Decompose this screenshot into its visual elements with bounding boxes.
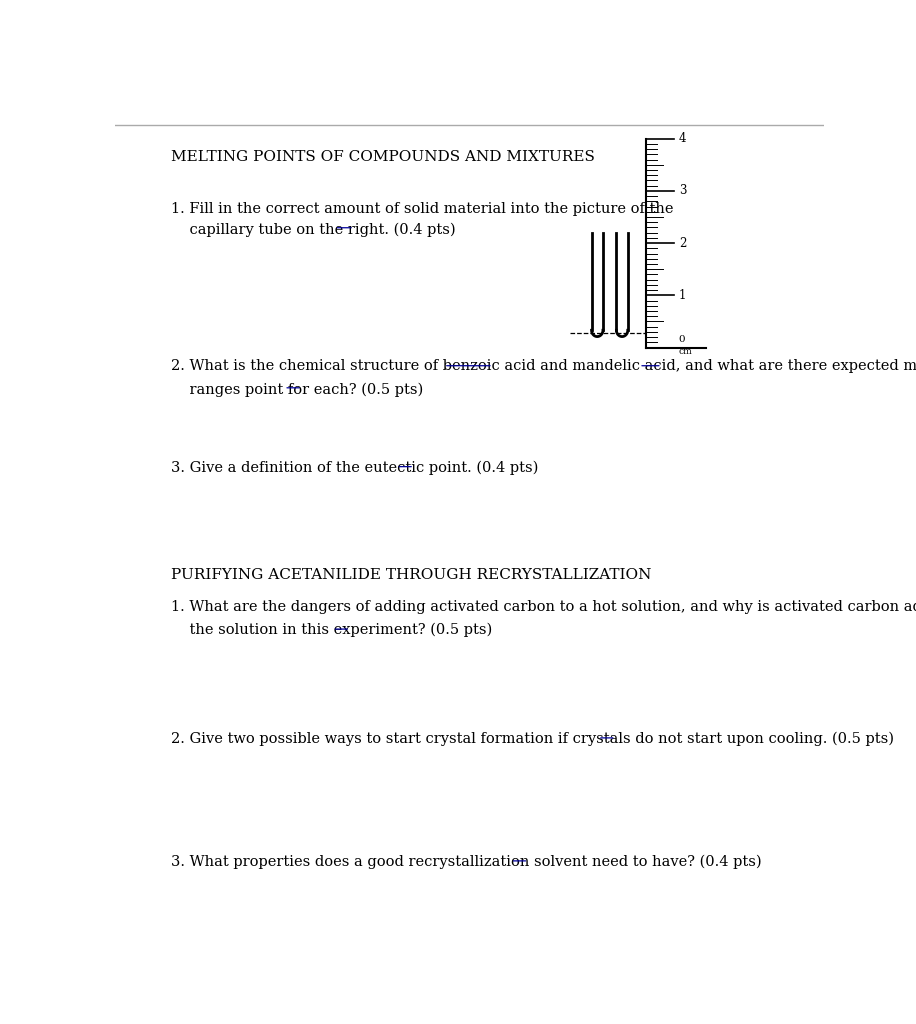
Text: 3. What properties does a good recrystallization solvent need to have? (0.4 pts): 3. What properties does a good recrystal… [171, 855, 762, 869]
Text: 3: 3 [679, 184, 686, 198]
Text: 1. What are the dangers of adding activated carbon to a hot solution, and why is: 1. What are the dangers of adding activa… [171, 600, 916, 614]
Text: 2. What is the chemical structure of benzoic acid and mandelic acid, and what ar: 2. What is the chemical structure of ben… [171, 359, 916, 374]
Text: capillary tube on the right. (0.4 pts): capillary tube on the right. (0.4 pts) [171, 222, 456, 237]
Text: MELTING POINTS OF COMPOUNDS AND MIXTURES: MELTING POINTS OF COMPOUNDS AND MIXTURES [171, 151, 595, 165]
Text: the solution in this experiment? (0.5 pts): the solution in this experiment? (0.5 pt… [171, 623, 493, 637]
Text: 2: 2 [679, 237, 686, 250]
Text: 1. Fill in the correct amount of solid material into the picture of the: 1. Fill in the correct amount of solid m… [171, 202, 674, 216]
Text: 2. Give two possible ways to start crystal formation if crystals do not start up: 2. Give two possible ways to start cryst… [171, 731, 894, 745]
Text: cm: cm [678, 347, 692, 355]
Text: PURIFYING ACETANILIDE THROUGH RECRYSTALLIZATION: PURIFYING ACETANILIDE THROUGH RECRYSTALL… [171, 568, 651, 583]
Text: ranges point for each? (0.5 pts): ranges point for each? (0.5 pts) [171, 382, 423, 396]
Text: 1: 1 [679, 289, 686, 302]
Text: 3. Give a definition of the eutectic point. (0.4 pts): 3. Give a definition of the eutectic poi… [171, 461, 539, 475]
Text: 0: 0 [678, 335, 685, 344]
Text: 4: 4 [679, 132, 686, 145]
